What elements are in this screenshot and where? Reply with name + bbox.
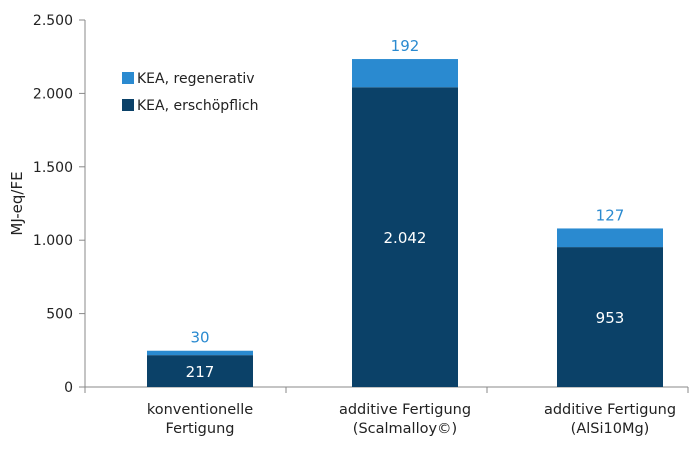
bar-regenerativ <box>147 350 253 356</box>
x-category-label: (Scalmalloy©) <box>353 421 457 437</box>
legend-swatch <box>122 99 134 111</box>
y-tick-label: 1.500 <box>33 160 73 176</box>
data-label-erschoepflich: 953 <box>596 309 625 327</box>
bar-erschoepflich <box>147 355 253 387</box>
y-tick-label: 500 <box>46 307 73 323</box>
bar-regenerativ <box>352 59 458 88</box>
legend-label: KEA, erschöpflich <box>137 98 258 114</box>
x-category-label: (AlSi10Mg) <box>571 421 650 437</box>
legend-swatch <box>122 72 134 84</box>
y-tick-label: 2.000 <box>33 86 73 102</box>
x-category-label: konventionelle <box>147 402 253 418</box>
data-label-regenerativ: 30 <box>190 329 209 347</box>
y-axis-title: MJ-eq/FE <box>8 171 26 235</box>
y-tick-label: 2.500 <box>33 13 73 29</box>
y-tick-label: 1.000 <box>33 233 73 249</box>
data-label-regenerativ: 192 <box>391 37 420 55</box>
bar-regenerativ <box>557 228 663 248</box>
data-label-regenerativ: 127 <box>596 206 625 224</box>
x-category-label: Fertigung <box>166 421 235 437</box>
legend-label: KEA, regenerativ <box>137 71 255 87</box>
x-category-label: additive Fertigung <box>544 402 676 418</box>
y-tick-label: 0 <box>64 380 73 396</box>
bar-erschoepflich <box>352 87 458 387</box>
bar-erschoepflich <box>557 247 663 387</box>
data-label-erschoepflich: 2.042 <box>384 229 427 247</box>
data-label-erschoepflich: 217 <box>186 363 215 381</box>
x-category-label: additive Fertigung <box>339 402 471 418</box>
